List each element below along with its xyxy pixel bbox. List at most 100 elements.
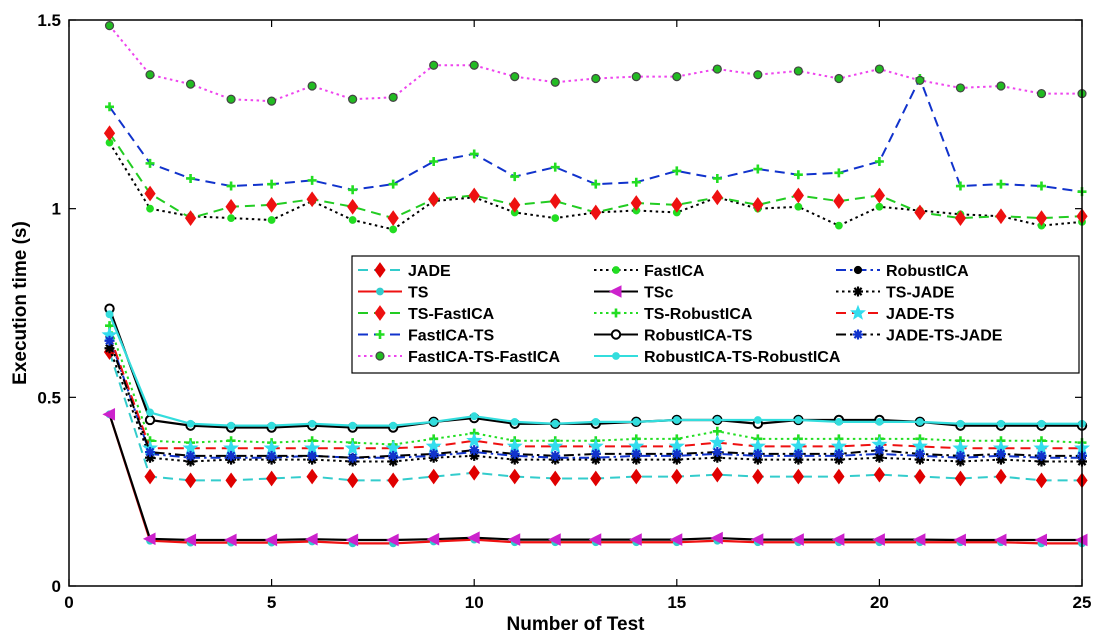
legend-entry-fastica-ts: FastICA-TS	[358, 328, 495, 345]
data-point	[226, 181, 236, 191]
series-line	[108, 25, 1082, 103]
series-ts-fastica	[103, 125, 1088, 226]
data-point	[266, 450, 277, 461]
data-point	[307, 450, 318, 461]
data-point	[467, 531, 480, 545]
data-point	[874, 445, 885, 456]
data-point	[671, 448, 682, 459]
data-point	[793, 454, 804, 465]
data-point	[712, 64, 722, 74]
data-point	[710, 531, 723, 545]
data-point	[348, 94, 358, 104]
legend-entry-jade-ts: JADE-TS	[836, 304, 955, 323]
data-point	[833, 193, 845, 209]
data-point	[429, 157, 439, 166]
data-point	[185, 450, 196, 461]
data-point	[997, 419, 1005, 428]
data-point	[792, 468, 804, 485]
data-point	[630, 468, 642, 485]
data-point	[591, 179, 601, 189]
y-tick-label: 1	[52, 200, 61, 219]
data-point	[469, 445, 480, 456]
data-point	[145, 452, 156, 463]
x-tick-label: 15	[667, 593, 686, 612]
data-point	[955, 83, 966, 93]
legend-label: TS	[408, 285, 429, 302]
data-point	[429, 417, 438, 426]
data-point	[711, 189, 723, 206]
data-point	[590, 448, 601, 459]
x-axis-label: Number of Test	[507, 614, 646, 635]
data-point	[551, 214, 560, 223]
data-point	[671, 197, 683, 213]
data-point	[872, 533, 885, 546]
data-point	[428, 468, 440, 485]
data-point	[612, 352, 620, 360]
data-point	[833, 454, 844, 465]
x-tick-label: 25	[1073, 593, 1092, 612]
data-point	[267, 96, 277, 106]
legend-label: RobustICA	[886, 263, 969, 280]
data-point	[183, 533, 197, 547]
series-jade	[103, 344, 1088, 489]
data-point	[469, 450, 480, 461]
data-point	[510, 417, 519, 426]
data-point	[142, 532, 156, 546]
data-point	[753, 70, 763, 80]
data-point	[344, 439, 361, 456]
data-point	[347, 198, 359, 215]
legend-label: RobustICA-TS	[644, 328, 753, 345]
data-point	[469, 60, 479, 70]
legend-label: TS-JADE	[886, 285, 955, 302]
series-fastica-ts-fastica	[104, 21, 1087, 106]
data-point	[104, 21, 115, 31]
data-point	[466, 432, 483, 448]
data-point	[264, 533, 278, 547]
data-point	[631, 71, 641, 82]
data-point	[388, 92, 398, 102]
data-point	[428, 191, 440, 208]
data-point	[144, 185, 156, 202]
data-point	[104, 335, 115, 346]
data-point	[1035, 210, 1048, 226]
data-point	[386, 533, 399, 547]
data-point	[509, 448, 520, 459]
data-point	[265, 470, 278, 487]
data-point	[590, 470, 602, 487]
data-point	[752, 197, 764, 213]
data-point	[993, 533, 1007, 547]
data-point	[914, 204, 926, 221]
data-point	[612, 266, 620, 274]
data-point	[184, 210, 197, 226]
data-point	[915, 75, 925, 85]
data-point	[1036, 456, 1047, 467]
legend-entry-ts: TS	[358, 285, 429, 302]
series-tsc	[102, 408, 1088, 547]
data-point	[850, 304, 866, 320]
data-point	[793, 170, 803, 180]
data-point	[374, 262, 386, 278]
data-point	[226, 94, 236, 104]
data-point	[267, 216, 276, 224]
data-point	[752, 448, 763, 459]
data-point	[145, 447, 156, 458]
data-point	[389, 225, 398, 234]
data-point	[912, 533, 926, 546]
y-tick-label: 0.5	[37, 388, 61, 407]
axes: 0 5 10 15 20 25 0 0.5 1 1.5	[37, 11, 1091, 612]
series-line	[108, 75, 1083, 193]
data-point	[591, 417, 600, 426]
legend-label: FastICA-TS	[408, 328, 495, 345]
legend-entry-robustica-ts: RobustICA-TS	[594, 328, 753, 345]
x-tick-label: 0	[64, 593, 73, 612]
data-point	[1035, 472, 1048, 489]
data-point	[307, 175, 317, 185]
data-point	[669, 533, 683, 546]
data-point	[102, 408, 116, 421]
data-point	[105, 102, 115, 112]
data-point	[953, 533, 966, 547]
data-point	[672, 166, 682, 176]
data-point	[388, 179, 398, 189]
data-point	[267, 421, 276, 430]
